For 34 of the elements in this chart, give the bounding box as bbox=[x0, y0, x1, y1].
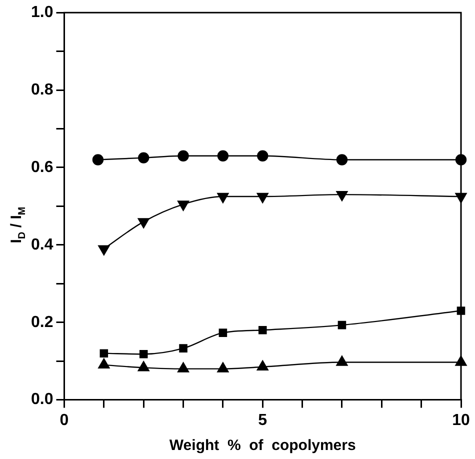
point bbox=[179, 344, 188, 352]
point bbox=[218, 328, 228, 337]
point bbox=[177, 362, 190, 372]
x-tick-label: 5 bbox=[258, 412, 268, 429]
x-tick-label: 10 bbox=[452, 412, 470, 429]
point bbox=[178, 150, 189, 162]
point bbox=[217, 150, 229, 162]
point bbox=[100, 349, 108, 358]
point bbox=[98, 245, 110, 256]
y-tick-label: 0.6 bbox=[30, 158, 54, 176]
point bbox=[256, 192, 268, 204]
point bbox=[92, 154, 104, 166]
y-tick-label: 1.0 bbox=[30, 4, 54, 22]
point bbox=[98, 358, 110, 369]
y-tick-label: 0.2 bbox=[30, 314, 54, 331]
point bbox=[336, 190, 348, 202]
point bbox=[336, 154, 348, 166]
point bbox=[336, 356, 348, 366]
point bbox=[138, 152, 150, 164]
x-axis-title: Weight % of copolymers bbox=[169, 437, 356, 454]
point bbox=[338, 320, 346, 330]
y-tick-label: 0.8 bbox=[30, 81, 54, 98]
x-tick-label: 0 bbox=[60, 412, 69, 429]
point bbox=[257, 150, 268, 162]
point bbox=[138, 218, 150, 228]
point bbox=[177, 200, 190, 211]
y-tick-label: 0.4 bbox=[30, 236, 54, 254]
point bbox=[138, 361, 150, 372]
y-tick-label: 0.0 bbox=[30, 391, 54, 408]
point bbox=[217, 192, 229, 204]
point bbox=[139, 350, 148, 358]
point bbox=[217, 362, 229, 372]
point bbox=[256, 360, 268, 370]
point bbox=[258, 326, 267, 334]
